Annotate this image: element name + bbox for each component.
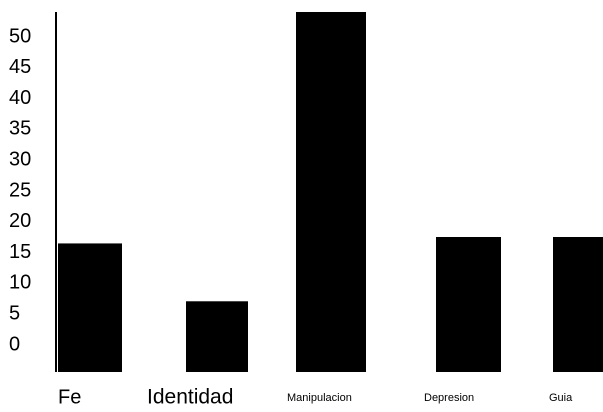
x-tick-label: Manipulacion — [287, 392, 352, 404]
bar — [186, 301, 248, 372]
y-tick-label: 25 — [9, 179, 31, 201]
y-tick-label: 30 — [9, 148, 31, 170]
x-tick-label: Fe — [58, 386, 81, 407]
y-tick-label: 20 — [9, 210, 31, 232]
y-tick-label: 0 — [9, 333, 20, 355]
x-tick-label: Identidad — [147, 386, 233, 407]
y-axis-ticks: 0 5 10 15 20 25 30 35 40 45 50 — [9, 25, 31, 355]
y-tick-label: 15 — [9, 241, 31, 263]
bar — [58, 243, 122, 372]
x-axis-labels: Fe Identidad Manipulacion Depresion Guia — [58, 386, 573, 409]
y-tick-label: 10 — [9, 272, 31, 294]
bar — [553, 237, 603, 372]
bars — [58, 12, 603, 372]
y-tick-label: 45 — [9, 56, 31, 78]
x-tick-label: Guia — [549, 392, 573, 404]
bar — [296, 12, 366, 372]
y-tick-label: 35 — [9, 118, 31, 140]
bar — [436, 237, 501, 372]
x-tick-label: Depresion — [424, 392, 474, 404]
y-tick-label: 50 — [9, 25, 31, 47]
y-tick-label: 5 — [9, 302, 20, 324]
y-tick-label: 40 — [9, 87, 31, 109]
